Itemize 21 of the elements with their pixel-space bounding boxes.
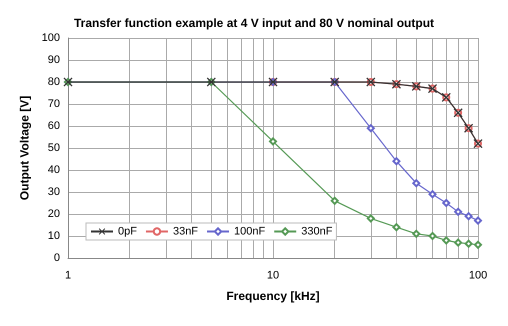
y-axis-title: Output Voltage [V] bbox=[18, 96, 32, 200]
y-tick-label: 70 bbox=[48, 98, 60, 110]
legend-label: 0pF bbox=[118, 226, 138, 238]
x-tick-label: 1 bbox=[64, 270, 72, 282]
y-tick-label: 20 bbox=[48, 208, 60, 220]
y-tick-label: 80 bbox=[48, 76, 60, 88]
y-tick-label: 10 bbox=[48, 230, 60, 242]
legend-label: 100nF bbox=[234, 226, 266, 238]
y-tick-label: 0 bbox=[54, 252, 60, 264]
legend-label: 33nF bbox=[172, 226, 198, 238]
chart-title: Transfer function example at 4 V input and 80 V nominal output bbox=[74, 16, 434, 30]
y-tick-label: 90 bbox=[48, 54, 60, 66]
legend-label: 330nF bbox=[301, 226, 333, 238]
x-axis-title: Frequency [kHz] bbox=[226, 289, 320, 303]
y-tick-label: 50 bbox=[48, 142, 60, 154]
y-tick-label: 30 bbox=[48, 186, 60, 198]
x-tick-label: 100 bbox=[468, 270, 488, 282]
y-tick-label: 60 bbox=[48, 120, 60, 132]
x-tick-label: 10 bbox=[266, 270, 280, 282]
y-tick-label: 40 bbox=[48, 164, 60, 176]
y-tick-label: 100 bbox=[42, 32, 60, 44]
